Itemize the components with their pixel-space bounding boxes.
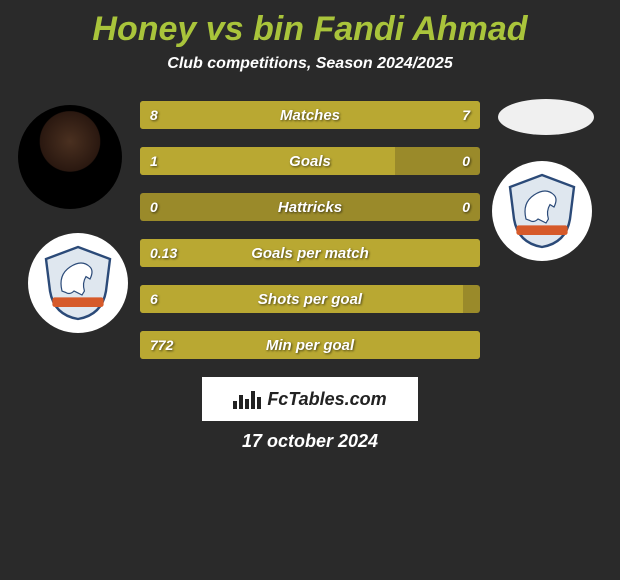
stat-row: Goals per match0.13 xyxy=(140,239,480,267)
footer-date: 17 october 2024 xyxy=(10,431,610,452)
team-right-badge xyxy=(492,161,592,261)
page-subtitle: Club competitions, Season 2024/2025 xyxy=(10,55,610,73)
stat-label: Matches xyxy=(140,101,480,129)
stat-row: Min per goal772 xyxy=(140,331,480,359)
footer-logo: FcTables.com xyxy=(202,377,418,421)
stat-left-value: 1 xyxy=(140,147,168,175)
stat-row: Matches8 7 xyxy=(140,101,480,129)
stat-label: Goals xyxy=(140,147,480,175)
stat-bars: Matches87Goals10Hattricks00Goals per mat… xyxy=(140,101,480,359)
stat-right-value: 0 xyxy=(452,147,480,175)
stat-right-value xyxy=(460,285,480,313)
stat-label: Shots per goal xyxy=(140,285,480,313)
stat-label: Goals per match xyxy=(140,239,480,267)
player-right-avatar xyxy=(498,99,594,135)
stat-right-value: 7 xyxy=(452,101,480,129)
stat-row: Shots per goal6 xyxy=(140,285,480,313)
stat-label: Hattricks xyxy=(140,193,480,221)
stat-left-value: 0.13 xyxy=(140,239,187,267)
barchart-icon xyxy=(233,389,261,409)
stat-left-value: 6 xyxy=(140,285,168,313)
stat-left-value: 0 xyxy=(140,193,168,221)
shield-horse-icon xyxy=(502,171,582,251)
stat-left-value: 8 xyxy=(140,101,168,129)
stat-right-value xyxy=(460,331,480,359)
content-area: Matches87Goals10Hattricks00Goals per mat… xyxy=(10,101,610,452)
stat-right-value: 0 xyxy=(452,193,480,221)
stat-label: Min per goal xyxy=(140,331,480,359)
stat-left-value: 772 xyxy=(140,331,183,359)
shield-horse-icon xyxy=(38,243,118,323)
team-left-badge xyxy=(28,233,128,333)
player-left-avatar xyxy=(18,105,122,209)
comparison-infographic: Honey vs bin Fandi Ahmad Club competitio… xyxy=(0,0,620,452)
stat-row: Hattricks0 0 xyxy=(140,193,480,221)
page-title: Honey vs bin Fandi Ahmad xyxy=(10,0,610,55)
stat-right-value xyxy=(460,239,480,267)
stat-row: Goals1 0 xyxy=(140,147,480,175)
footer-logo-text: FcTables.com xyxy=(267,389,386,410)
